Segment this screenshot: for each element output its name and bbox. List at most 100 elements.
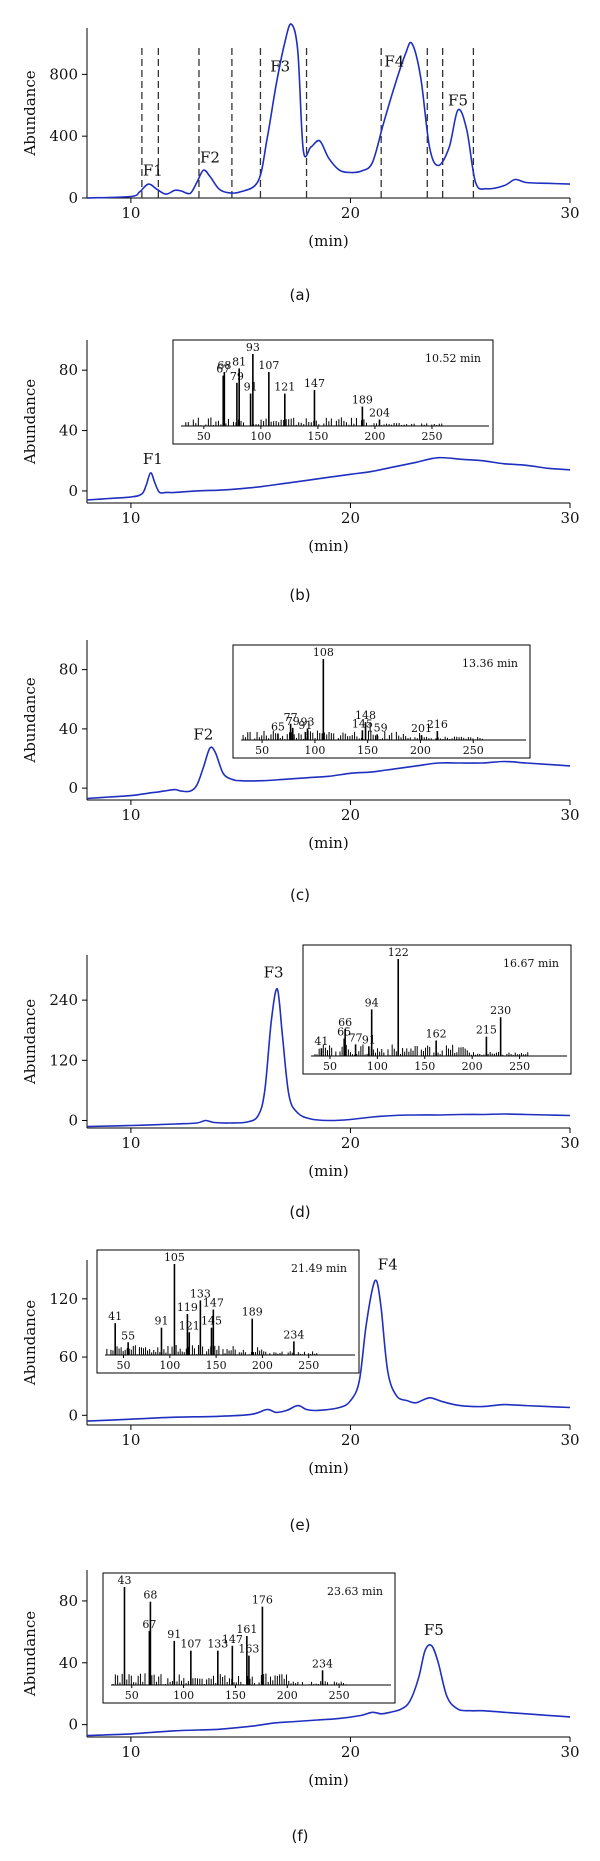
x-axis-title: (min) [308, 1459, 348, 1477]
inset-x-tick-label: 250 [329, 1689, 350, 1702]
peak-mz-label: 41 [108, 1310, 122, 1323]
peak-mz-label: 91 [362, 1033, 376, 1046]
peak-mz-label: 204 [369, 407, 390, 420]
y-axis-title: Abundance [21, 70, 39, 156]
peak-label-f4: F4 [384, 53, 404, 71]
y-tick-label: 120 [49, 1290, 78, 1308]
peak-mz-label: 215 [476, 1024, 497, 1037]
panel-label: (d) [289, 1203, 310, 1221]
y-tick-label: 40 [59, 422, 78, 440]
peak-label-f5: F5 [448, 91, 468, 109]
inset-x-tick-label: 100 [173, 1689, 194, 1702]
peak-label-f1: F1 [143, 162, 163, 180]
inset-x-tick-label: 150 [414, 1060, 435, 1073]
x-tick-label: 30 [560, 1134, 579, 1152]
x-axis-title: (min) [308, 834, 348, 852]
peak-mz-label: 163 [238, 1643, 259, 1656]
x-tick-label: 30 [560, 1431, 579, 1449]
y-tick-label: 400 [49, 127, 78, 145]
inset-x-tick-label: 250 [421, 430, 442, 443]
x-tick-label: 20 [341, 1743, 360, 1761]
inset-x-tick-label: 150 [206, 1359, 227, 1372]
panel-label: (c) [290, 886, 310, 904]
panel-label: (b) [289, 586, 310, 604]
inset-x-tick-label: 50 [117, 1359, 131, 1372]
peak-label-f4: F4 [378, 1256, 398, 1274]
inset-x-tick-label: 50 [323, 1060, 337, 1073]
inset-x-tick-label: 50 [125, 1689, 139, 1702]
peak-mz-label: 43 [117, 1574, 131, 1587]
peak-mz-label: 67 [216, 363, 230, 376]
y-axis-title: Abundance [21, 677, 39, 763]
panel-label: (f) [292, 1827, 309, 1845]
peak-mz-label: 94 [365, 996, 379, 1009]
peak-mz-label: 121 [179, 1319, 200, 1332]
x-axis-title: (min) [308, 232, 348, 250]
y-axis-title: Abundance [21, 1300, 39, 1386]
x-tick-label: 30 [560, 204, 579, 222]
peak-mz-label: 65 [337, 1026, 351, 1039]
x-tick-label: 10 [121, 1431, 140, 1449]
peak-label-f3: F3 [264, 964, 284, 982]
peak-mz-label: 121 [274, 381, 295, 394]
peak-mz-label: 122 [388, 946, 409, 959]
peak-mz-label: 77 [349, 1031, 363, 1044]
x-tick-label: 20 [341, 1134, 360, 1152]
peak-mz-label: 81 [232, 355, 246, 368]
peak-label-f3: F3 [270, 57, 290, 75]
peak-mz-label: 201 [411, 722, 432, 735]
peak-mz-label: 148 [355, 709, 376, 722]
chromatogram-line-1 [86, 456, 571, 501]
retention-time-label: 16.67 min [503, 957, 559, 970]
inset-frame [96, 1249, 360, 1374]
peak-mz-label: 107 [258, 359, 279, 372]
y-tick-label: 800 [49, 65, 78, 83]
peak-mz-label: 119 [177, 1301, 198, 1314]
peak-label-f5: F5 [424, 1621, 444, 1639]
x-tick-label: 10 [121, 204, 140, 222]
chart-panel-3: 10 20 30 0 40 80 (min) Abundance F2 (c) 6577799193… [21, 640, 580, 904]
peak-mz-label: 234 [283, 1328, 304, 1341]
x-axis-title: (min) [308, 1162, 348, 1180]
panel-label: (a) [290, 286, 311, 304]
inset-x-tick-label: 200 [462, 1060, 483, 1073]
inset-x-tick-label: 150 [357, 744, 378, 757]
x-tick-label: 10 [121, 806, 140, 824]
peak-mz-label: 230 [490, 1004, 511, 1017]
x-tick-label: 20 [341, 1431, 360, 1449]
peak-mz-label: 91 [244, 381, 258, 394]
y-axis-title: Abundance [21, 999, 39, 1085]
peak-mz-label: 91 [167, 1628, 181, 1641]
x-tick-label: 10 [121, 1134, 140, 1152]
chromatogram-line-1 [86, 746, 571, 800]
inset-x-tick-label: 200 [410, 744, 431, 757]
peak-mz-label: 159 [367, 721, 388, 734]
peak-mz-label: 67 [142, 1618, 156, 1631]
y-tick-label: 120 [49, 1051, 78, 1069]
inset-x-tick-label: 100 [250, 430, 271, 443]
y-axis-title: Abundance [21, 1611, 39, 1697]
peak-mz-label: 147 [304, 377, 325, 390]
peak-mz-label: 66 [338, 1016, 352, 1029]
y-tick-label: 60 [59, 1348, 78, 1366]
x-axis-title: (min) [308, 1771, 348, 1789]
inset-frame [172, 339, 494, 445]
y-tick-label: 80 [59, 361, 78, 379]
peak-mz-label: 107 [180, 1638, 201, 1651]
peak-mz-label: 77 [284, 711, 298, 724]
peak-mz-label: 55 [121, 1329, 135, 1342]
peak-mz-label: 108 [313, 646, 334, 659]
peak-mz-label: 145 [201, 1315, 222, 1328]
inset-x-tick-label: 150 [225, 1689, 246, 1702]
peak-mz-label: 79 [286, 715, 300, 728]
y-tick-label: 0 [68, 779, 78, 797]
inset-x-tick-label: 150 [307, 430, 328, 443]
inset-x-tick-label: 50 [197, 430, 211, 443]
chromatogram-line-1 [86, 988, 571, 1128]
